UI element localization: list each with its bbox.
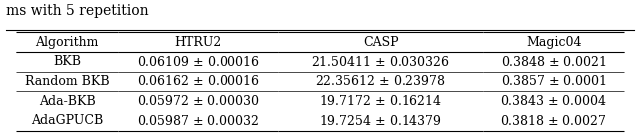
- Text: ms with 5 repetition: ms with 5 repetition: [6, 4, 149, 18]
